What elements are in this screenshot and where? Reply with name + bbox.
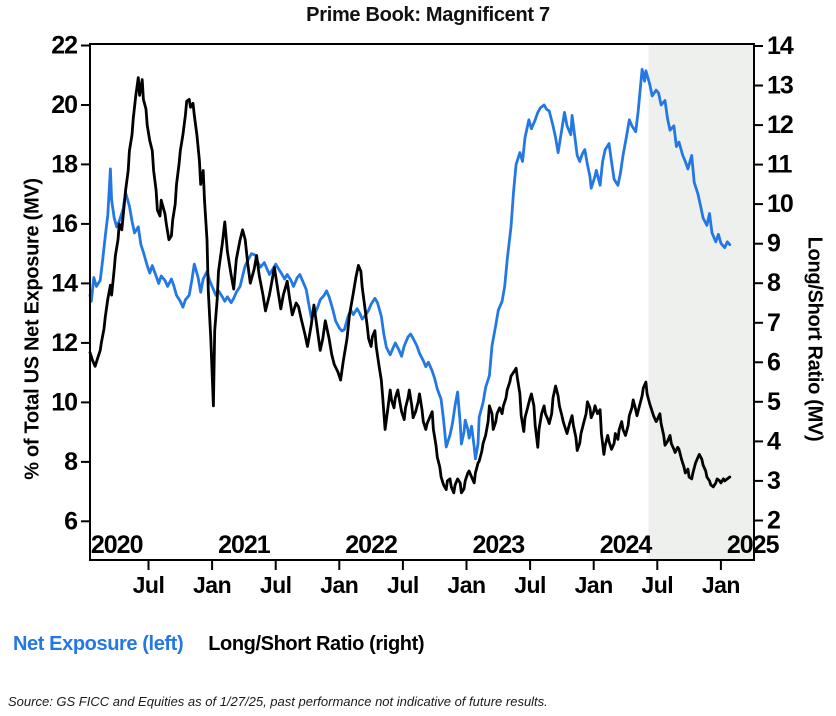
chart-canvas: 22 20 18 16 14 12 10 8 6 14 13 12 11 10 9 8 7 6 5 4 3 2 Jul Jan…: [51, 32, 795, 599]
svg-text:10: 10: [767, 190, 793, 218]
x-axis-ticks: Jul Jan Jul Jan Jul Jan Jul Jan Jul Jan: [133, 560, 740, 598]
svg-text:Jan: Jan: [320, 572, 358, 598]
svg-text:6: 6: [767, 348, 780, 376]
svg-text:5: 5: [767, 388, 781, 416]
legend-long-short-ratio: Long/Short Ratio (right): [208, 633, 425, 655]
svg-text:2020: 2020: [91, 531, 143, 559]
svg-text:20: 20: [51, 91, 77, 119]
svg-text:22: 22: [51, 32, 77, 60]
svg-text:Jul: Jul: [260, 572, 292, 598]
source-note: Source: GS FICC and Equities as of 1/27/…: [8, 694, 548, 709]
net-exposure-line: [88, 67, 732, 461]
legend-net-exposure: Net Exposure (left): [13, 633, 184, 655]
svg-text:16: 16: [51, 210, 77, 238]
svg-text:Jan: Jan: [447, 572, 485, 598]
svg-text:9: 9: [767, 230, 780, 258]
left-axis-ticks: 22 20 18 16 14 12 10 8 6: [51, 32, 90, 535]
svg-text:12: 12: [51, 329, 77, 357]
svg-text:18: 18: [51, 150, 78, 178]
svg-text:Jul: Jul: [387, 572, 419, 598]
svg-text:Jan: Jan: [702, 572, 740, 598]
svg-text:12: 12: [767, 111, 793, 139]
svg-text:Jan: Jan: [193, 572, 231, 598]
svg-text:2024: 2024: [600, 531, 653, 559]
svg-text:6: 6: [64, 507, 77, 535]
plot-border: [89, 43, 755, 561]
left-axis-title: % of Total US Net Exposure (MV): [21, 178, 44, 480]
svg-text:7: 7: [767, 309, 780, 337]
svg-text:Jan: Jan: [575, 572, 613, 598]
svg-text:Jul: Jul: [133, 572, 165, 598]
svg-text:8: 8: [767, 269, 781, 297]
svg-text:2023: 2023: [472, 531, 524, 559]
right-axis-ticks: 14 13 12 11 10 9 8 7 6 5 4 3 2: [754, 32, 795, 535]
svg-text:11: 11: [767, 151, 793, 179]
legend: Net Exposure (left) Long/Short Ratio (ri…: [13, 633, 425, 656]
svg-text:14: 14: [51, 269, 78, 297]
svg-text:13: 13: [767, 72, 793, 100]
svg-text:Jul: Jul: [641, 572, 673, 598]
svg-text:2021: 2021: [218, 531, 271, 559]
right-axis-title: Long/Short Ratio (MV): [803, 236, 826, 442]
svg-text:3: 3: [767, 467, 780, 495]
long-short-ratio-line: [88, 76, 732, 495]
svg-text:2: 2: [767, 507, 780, 535]
svg-text:Jul: Jul: [514, 572, 546, 598]
chart-title: Prime Book: Magnificent 7: [306, 4, 550, 26]
svg-text:2025: 2025: [727, 531, 780, 559]
svg-text:8: 8: [64, 448, 78, 476]
highlight-band: [648, 44, 754, 560]
svg-text:4: 4: [767, 427, 781, 455]
year-labels: 2020 2021 2022 2023 2024 2025: [91, 531, 781, 559]
svg-text:14: 14: [767, 32, 794, 60]
svg-text:2022: 2022: [345, 531, 397, 559]
svg-text:10: 10: [51, 388, 77, 416]
